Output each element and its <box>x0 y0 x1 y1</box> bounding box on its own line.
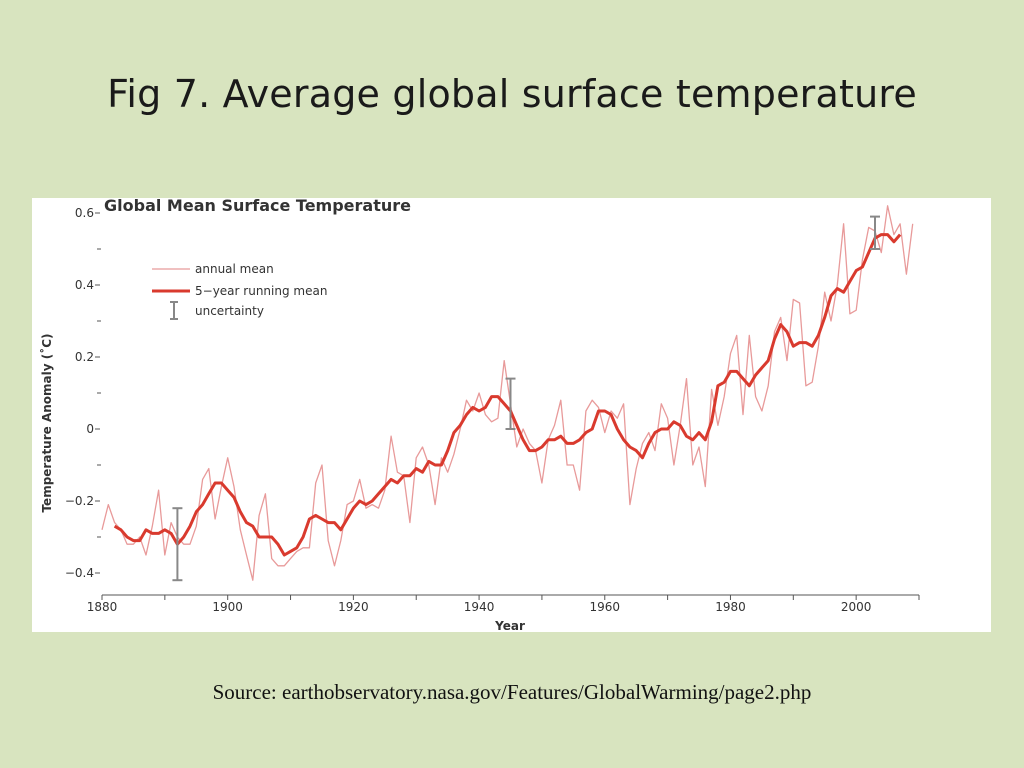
x-tick-label-1980: 1980 <box>715 600 746 614</box>
x-tick-label-1880: 1880 <box>87 600 118 614</box>
chart-svg: Global Mean Surface Temperature Year Tem… <box>39 198 920 632</box>
y-tick-label-−0.2: −0.2 <box>65 494 94 508</box>
x-tick-label-1960: 1960 <box>589 600 620 614</box>
axes: 1880 1900 1920 1940 1960 1980 2000 0.6 0.4 0.2 0 −0… <box>65 206 920 614</box>
source-citation: Source: earthobservatory.nasa.gov/Featur… <box>212 680 812 704</box>
legend-running-label: 5−year running mean <box>195 284 327 298</box>
y-tick-label-0: 0 <box>86 422 94 436</box>
legend-uncertainty-label: uncertainty <box>195 304 264 318</box>
x-tick-label-1920: 1920 <box>338 600 369 614</box>
legend: annual mean 5−year running mean uncertai… <box>152 262 327 320</box>
chart-title: Global Mean Surface Temperature <box>104 198 411 215</box>
slide-title: Fig 7. Average global surface temperatur… <box>107 72 917 116</box>
x-tick-label-1940: 1940 <box>464 600 495 614</box>
uncertainty-bar-2003 <box>870 215 881 250</box>
running-mean-line <box>113 233 902 557</box>
x-tick-label-2000: 2000 <box>841 600 872 614</box>
running-mean-series <box>113 233 902 557</box>
legend-annual-label: annual mean <box>195 262 274 276</box>
uncertainty-bar-1945 <box>505 377 516 430</box>
y-axis-label: Temperature Anomaly (˚C) <box>39 333 54 512</box>
uncertainty-bars <box>172 215 881 582</box>
y-tick-label-0.2: 0.2 <box>75 350 94 364</box>
legend-uncertainty-swatch <box>170 301 178 320</box>
y-tick-label-0.4: 0.4 <box>75 278 94 292</box>
y-tick-label-0.6: 0.6 <box>75 206 94 220</box>
uncertainty-bar-1892 <box>172 507 183 582</box>
chart-panel: Global Mean Surface Temperature Year Tem… <box>32 198 991 632</box>
x-axis-label: Year <box>494 619 525 632</box>
x-tick-label-1900: 1900 <box>212 600 243 614</box>
y-tick-label-−0.4: −0.4 <box>65 566 94 580</box>
